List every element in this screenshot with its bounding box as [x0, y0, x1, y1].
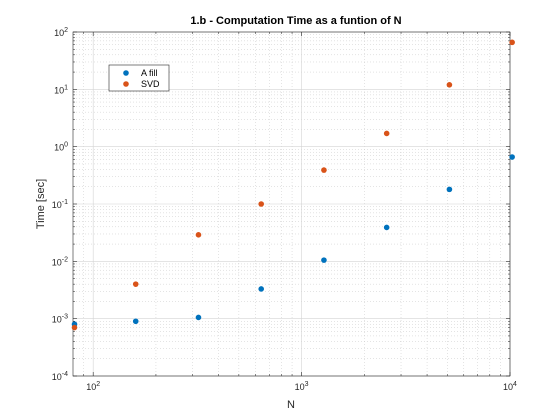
x-tick-label: 103 [295, 381, 309, 392]
legend-box [108, 64, 170, 92]
data-point-a-fill [258, 286, 265, 292]
y-tick-label: 10-4 [52, 371, 68, 382]
data-points [71, 39, 515, 331]
x-tick-labels: 102 103 104 [86, 381, 517, 392]
y-tick-label: 10-2 [52, 256, 68, 267]
data-point-svd [321, 167, 327, 173]
x-tick-label: 104 [503, 381, 517, 392]
legend-marker-a-fill [123, 70, 129, 76]
data-point-svd [509, 39, 515, 46]
data-point-svd [446, 81, 453, 88]
data-point-a-fill [321, 257, 327, 263]
data-point-svd [195, 232, 202, 238]
data-point-a-fill [132, 318, 139, 325]
y-tick-label: 10-3 [52, 314, 68, 325]
y-tick-labels: 10-4 10-3 10-2 10-1 100 101 102 [52, 27, 68, 382]
legend: A fill SVD [108, 64, 170, 92]
data-point-a-fill [509, 154, 515, 160]
plot-frame [72, 31, 511, 377]
y-tick-label: 101 [54, 84, 68, 95]
legend-marker-svd [123, 81, 129, 87]
y-axis-label: Time [sec] [35, 179, 47, 229]
data-point-svd [71, 324, 78, 331]
data-point-svd [132, 281, 139, 287]
x-axis-label: N [287, 399, 295, 411]
data-point-a-fill [446, 186, 453, 193]
chart-title: 1.b - Computation Time as a funtion of N [190, 15, 401, 27]
legend-label-a-fill: A fill [141, 68, 158, 78]
y-tick-label: 102 [54, 27, 68, 38]
y-tick-label: 10-1 [52, 199, 68, 210]
x-tick-label: 102 [86, 381, 100, 392]
data-point-svd [258, 201, 265, 207]
legend-label-svd: SVD [141, 79, 160, 89]
data-point-a-fill [195, 314, 202, 321]
data-point-a-fill [383, 224, 390, 231]
data-point-svd [383, 130, 390, 137]
y-tick-label: 100 [54, 142, 68, 153]
